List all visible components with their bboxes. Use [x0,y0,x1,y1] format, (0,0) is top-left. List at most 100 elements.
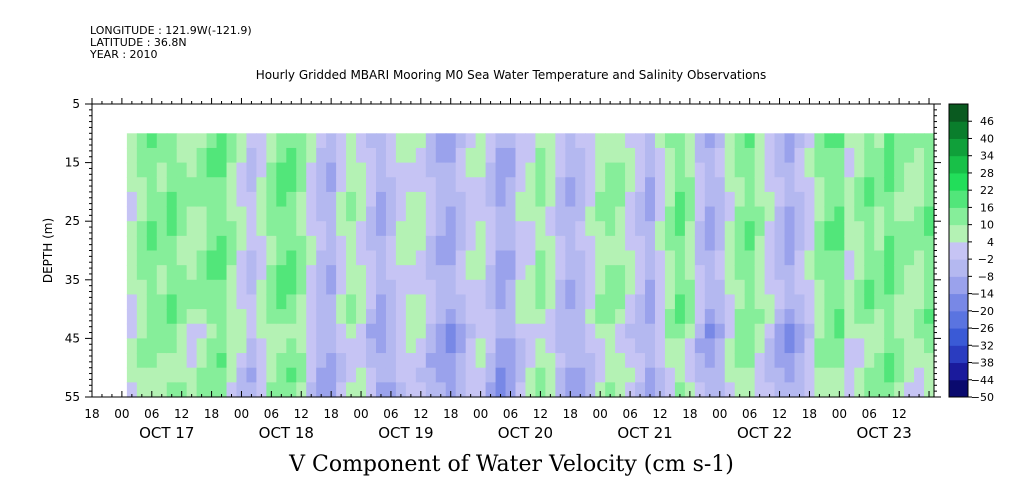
heatmap-cell [555,382,566,398]
heatmap-cell [276,294,287,310]
heatmap-cell [156,191,168,208]
heatmap-cell [455,162,467,178]
heatmap-cell [296,147,307,164]
heatmap-cell [186,191,198,208]
heatmap-cell [774,206,786,222]
colorbar-label: −8 [978,270,994,283]
heatmap-cell [485,265,497,281]
heatmap-cell [256,353,267,369]
heatmap-cell [615,265,626,281]
heatmap-cell [316,177,327,193]
colorbar-swatch [949,207,968,226]
heatmap-cell [366,265,377,281]
heatmap-cell [664,191,676,208]
heatmap-cell [645,162,656,178]
heatmap-cell [784,367,796,383]
heatmap-cell [495,265,507,281]
heatmap-cell [146,206,158,222]
heatmap-cell [635,382,646,398]
heatmap-cell [804,235,816,252]
heatmap-cell [635,294,646,310]
heatmap-cell [475,265,487,281]
heatmap-cell [734,191,746,208]
heatmap-cell [415,206,427,222]
heatmap-cell [336,133,347,149]
heatmap-cell [694,133,706,149]
heatmap-cell [575,191,586,208]
heatmap-cell [744,265,756,281]
heatmap-cell [415,177,427,193]
heatmap-cell [346,382,357,398]
heatmap-cell [704,338,716,354]
colorbar-label: −2 [978,253,994,266]
heatmap-cell [704,265,716,281]
heatmap-cell [196,250,208,266]
heatmap-cell [336,382,347,398]
heatmap-cell [664,147,676,164]
heatmap-cell [186,162,198,178]
heatmap-cell [874,147,885,164]
heatmap-cell [316,382,327,398]
heatmap-cell [495,206,507,222]
heatmap-cell [226,367,238,383]
heatmap-cell [405,367,417,383]
heatmap-cell [146,279,158,296]
heatmap-cell [545,265,556,281]
heatmap-cell [226,162,238,178]
heatmap-cell [375,323,387,339]
heatmap-cell [605,250,616,266]
heatmap-cell [465,191,477,208]
heatmap-cell [216,338,228,354]
heatmap-cell [904,235,915,252]
heatmap-cell [814,265,825,281]
x-day-label: OCT 22 [737,424,792,442]
heatmap-cell [515,191,527,208]
heatmap-cell [126,162,138,178]
heatmap-cell [465,147,477,164]
heatmap-cell [445,338,457,354]
heatmap-cell [316,353,327,369]
heatmap-cell [575,338,586,354]
heatmap-cell [595,353,606,369]
heatmap-cell [196,279,208,296]
heatmap-cell [405,353,417,369]
heatmap-cell [146,235,158,252]
heatmap-cell [176,309,188,325]
heatmap-cell [156,323,168,339]
heatmap-cell [864,265,875,281]
heatmap-cell [156,133,168,149]
heatmap-cell [296,279,307,296]
heatmap-cell [844,265,855,281]
heatmap-cell [694,206,706,222]
heatmap-cell [804,309,816,325]
heatmap-cell [306,323,317,339]
heatmap-cell [286,265,297,281]
heatmap-cell [615,177,626,193]
heatmap-cell [704,147,716,164]
heatmap-cell [485,221,497,237]
heatmap-cell [336,250,347,266]
heatmap-cell [286,133,297,149]
heatmap-cell [684,265,696,281]
heatmap-cell [465,309,477,325]
heatmap-cell [645,191,656,208]
heatmap-cell [216,191,228,208]
heatmap-cell [425,279,437,296]
heatmap-cell [226,177,238,193]
heatmap-cell [146,250,158,266]
heatmap-cell [425,382,437,398]
heatmap-cell [844,338,855,354]
heatmap-cell [894,323,905,339]
heatmap-cell [645,265,656,281]
heatmap-cell [535,323,546,339]
heatmap-cell [744,235,756,252]
heatmap-cell [156,353,168,369]
heatmap-cell [824,221,835,237]
heatmap-cell [884,250,895,266]
heatmap-cell [395,309,407,325]
heatmap-cell [545,162,556,178]
heatmap-cell [196,221,208,237]
heatmap-cell [405,221,417,237]
heatmap-cell [465,323,477,339]
heatmap-cell [196,162,208,178]
